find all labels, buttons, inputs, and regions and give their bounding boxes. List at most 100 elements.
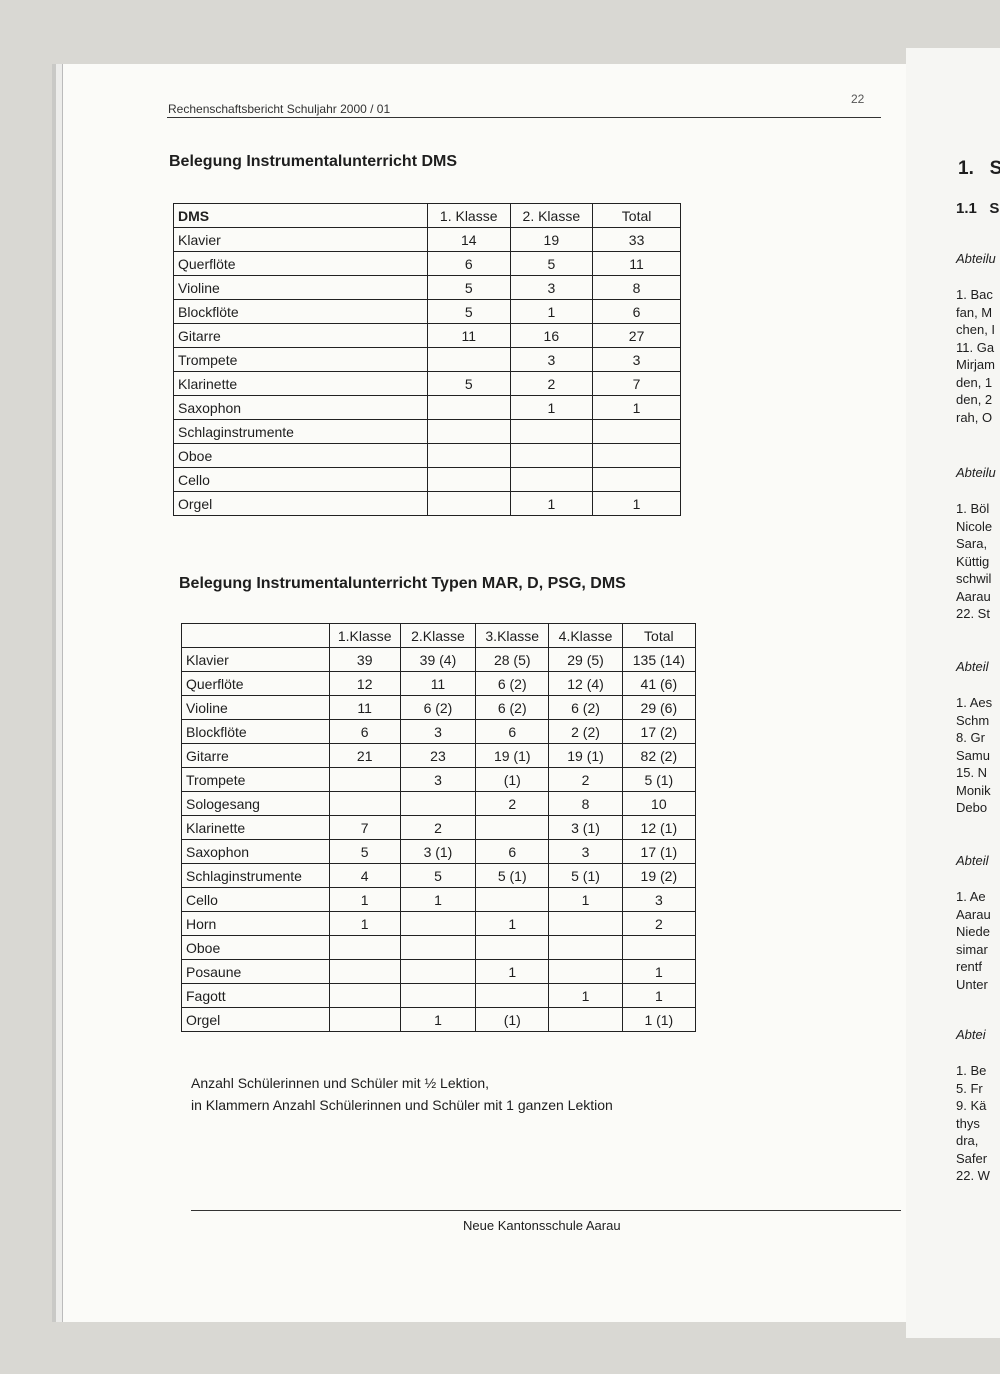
row-label: Schlaginstrumente	[173, 419, 428, 444]
cell: 28 (5)	[475, 647, 550, 672]
text-line: rah, O	[956, 409, 993, 425]
cell: 17 (2)	[621, 719, 697, 744]
cell: 21	[328, 743, 401, 768]
cell: 3	[548, 839, 623, 864]
text-line: 5. Fr	[956, 1080, 983, 1096]
cell: 7	[592, 371, 681, 396]
cell	[328, 767, 401, 792]
cell: 6	[592, 299, 681, 324]
row-label: Klavier	[181, 647, 330, 672]
text-line: 15. N	[956, 765, 988, 780]
cell: 7	[328, 815, 401, 840]
row-label: Klarinette	[181, 815, 330, 840]
row: Saxophon 5 3 (1) 6 3 17 (1)	[181, 839, 697, 864]
cell	[426, 347, 511, 372]
block-title: Abtei	[956, 1027, 986, 1042]
cell: 39	[328, 647, 401, 672]
row: Klavier 39 39 (4) 28 (5) 29 (5) 135 (14)	[181, 647, 697, 672]
text-line: 1. Ae	[956, 889, 986, 904]
cell: 16	[509, 323, 594, 348]
cell	[426, 491, 511, 516]
text-line: Aarau	[956, 906, 991, 922]
note: in Klammern Anzahl Schülerinnen und Schü…	[191, 1097, 613, 1113]
text-line: 1. Be	[956, 1063, 987, 1078]
cell: 23	[399, 743, 477, 768]
cell	[426, 395, 511, 420]
cell: 3	[592, 347, 681, 372]
cell: 1	[621, 983, 697, 1008]
text-line: dra,	[956, 1133, 979, 1148]
cell	[426, 467, 511, 492]
cell: (1)	[475, 1007, 550, 1032]
cell	[592, 443, 681, 468]
row-label: Trompete	[173, 347, 428, 372]
cell: 8	[548, 791, 623, 816]
running-header: Rechenschaftsbericht Schuljahr 2000 / 01	[168, 102, 391, 116]
cell	[399, 791, 477, 816]
cell: 14	[426, 227, 511, 252]
row-label: Violine	[181, 695, 330, 720]
row: Posaune 1 1	[181, 959, 697, 984]
cell	[548, 935, 623, 960]
cell: 2	[621, 911, 697, 936]
cell	[509, 443, 594, 468]
cell: 1	[328, 911, 401, 936]
cell: 4	[328, 863, 401, 888]
text-line: 1. Bac	[956, 287, 993, 302]
row: Querflöte 6 5 11	[173, 251, 681, 276]
block: 1. Aes Schm 8. Gr Samu 15. N Monik Debo	[956, 694, 992, 817]
row: Orgel 1 1	[173, 491, 681, 516]
row: Gitarre 11 16 27	[173, 323, 681, 348]
header-cell	[181, 623, 330, 648]
text-line: 1. Böl	[956, 501, 990, 516]
row: Cello	[173, 467, 681, 492]
cell	[426, 419, 511, 444]
cell: 27	[592, 323, 681, 348]
cell: 5	[426, 275, 511, 300]
cell	[328, 959, 401, 984]
cell: 5 (1)	[621, 767, 697, 792]
text-line: den, 2	[956, 392, 993, 407]
row-label: Cello	[181, 887, 330, 912]
section-title: Belegung Instrumentalunterricht Typen MA…	[179, 575, 626, 592]
cell: 1	[399, 887, 477, 912]
page: Rechenschaftsbericht Schuljahr 2000 / 01…	[62, 64, 906, 1322]
row-label: Oboe	[181, 935, 330, 960]
cell: 2 (2)	[548, 719, 623, 744]
text-line: 22. W	[956, 1168, 990, 1183]
text-line: chen, I	[956, 322, 996, 337]
text-line: 1. Aes	[956, 695, 993, 710]
text-line: thys	[956, 1115, 980, 1131]
cell: 6 (2)	[475, 695, 550, 720]
row: Violine 5 3 8	[173, 275, 681, 300]
row: Trompete 3 3	[173, 347, 681, 372]
text-line: 11. Ga	[956, 339, 995, 355]
row: Klarinette 7 2 3 (1) 12 (1)	[181, 815, 697, 840]
cell	[328, 1007, 401, 1032]
text-line: Sara,	[956, 536, 988, 551]
cell: 5	[426, 371, 511, 396]
row-label: Orgel	[173, 491, 428, 516]
text-line: simar	[956, 941, 988, 957]
cell: 6	[426, 251, 511, 276]
cell: 3 (1)	[548, 815, 623, 840]
cell: 19	[509, 227, 594, 252]
row: Fagott 1 1	[181, 983, 697, 1008]
cell: 2	[475, 791, 550, 816]
cell: 5	[328, 839, 401, 864]
cell: 3	[399, 767, 477, 792]
cell: 5 (1)	[475, 863, 550, 888]
text-line: Debo	[956, 800, 988, 815]
cell: 39 (4)	[399, 647, 477, 672]
cell: 6	[475, 719, 550, 744]
text-line: 9. Kä	[956, 1098, 987, 1113]
text-line: 8. Gr	[956, 730, 985, 745]
row-label: Trompete	[181, 767, 330, 792]
text-line: Nicole	[956, 518, 993, 534]
cell: 2	[509, 371, 594, 396]
notes: Anzahl Schülerinnen und Schüler mit ½ Le…	[191, 1072, 613, 1116]
cell: 19 (1)	[475, 743, 550, 768]
row: Oboe	[173, 443, 681, 468]
block: 1. Bac fan, M chen, I 11. Ga Mirjam den, 1 den…	[956, 286, 995, 426]
header-cell: 1. Klasse	[426, 203, 511, 228]
